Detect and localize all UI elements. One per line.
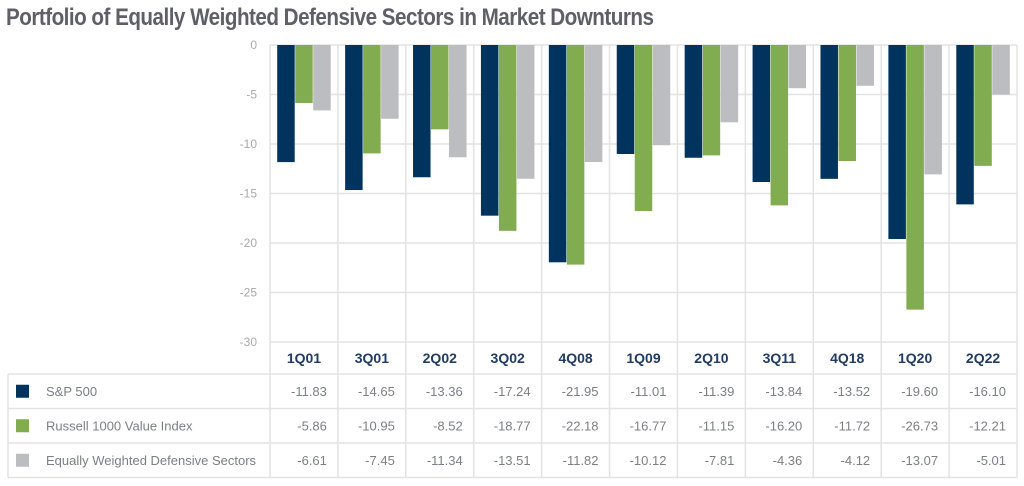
bar-equally-weighted-defensive-sectors: [992, 45, 1010, 95]
y-tick-label: -10: [240, 137, 258, 151]
bar-equally-weighted-defensive-sectors: [924, 45, 942, 175]
table-cell: -14.65: [358, 384, 395, 399]
bar-equally-weighted-defensive-sectors: [720, 45, 739, 123]
bar-s-p-500: [548, 45, 567, 263]
table-cell: -4.36: [773, 453, 803, 468]
data-table: S&P 500 -11.83 -14.65 -13.36 -17.24 -21.95 -11…: [16, 384, 1006, 468]
bar-equally-weighted-defensive-sectors: [516, 45, 535, 179]
y-tick-label: -5: [246, 88, 257, 102]
bar-s-p-500: [277, 45, 295, 163]
table-cell: -7.45: [365, 453, 395, 468]
bar-equally-weighted-defensive-sectors: [449, 45, 467, 158]
table-cell: -5.86: [297, 418, 327, 433]
x-category-label: 3Q02: [491, 350, 525, 366]
x-category-label: 2Q22: [966, 350, 1000, 366]
table-cell: -11.82: [563, 453, 599, 468]
legend-swatch: [16, 419, 29, 433]
legend-label: Russell 1000 Value Index: [46, 418, 193, 433]
table-cell: -13.36: [426, 384, 463, 399]
x-category-label: 3Q01: [355, 350, 389, 366]
x-category-label: 1Q09: [626, 350, 660, 366]
table-cell: -12.21: [969, 418, 1006, 433]
x-category-label: 2Q02: [423, 350, 457, 366]
y-tick-label: -20: [240, 236, 258, 250]
bar-russell-1000-value-index: [431, 45, 449, 130]
bar-equally-weighted-defensive-sectors: [788, 45, 807, 89]
y-tick-label: -15: [240, 187, 258, 201]
bar-russell-1000-value-index: [702, 45, 721, 156]
bar-russell-1000-value-index: [634, 45, 653, 212]
table-cell: -5.01: [976, 453, 1006, 468]
bar-s-p-500: [345, 45, 363, 191]
bar-s-p-500: [684, 45, 703, 158]
chart-title: Portfolio of Equally Weighted Defensive …: [6, 4, 654, 31]
table-cell: -21.95: [562, 384, 599, 399]
table-cell: -13.07: [901, 453, 938, 468]
table-cell: -11.72: [834, 418, 870, 433]
table-cell: -11.39: [698, 384, 734, 399]
x-category-label: 1Q01: [287, 350, 321, 366]
table-cell: -13.51: [494, 453, 531, 468]
table-cell: -16.77: [630, 418, 667, 433]
table-cell: -13.84: [765, 384, 802, 399]
bar-equally-weighted-defensive-sectors: [652, 45, 671, 146]
x-category-label: 1Q20: [898, 350, 932, 366]
table-cell: -7.81: [705, 453, 735, 468]
x-category-label: 4Q08: [558, 350, 592, 366]
table-cell: -17.24: [494, 384, 531, 399]
bar-s-p-500: [820, 45, 838, 179]
table-cell: -11.15: [698, 418, 734, 433]
x-category-label: 3Q11: [763, 350, 797, 366]
table-cell: -16.10: [969, 384, 1006, 399]
legend-label: Equally Weighted Defensive Sectors: [46, 453, 257, 468]
bar-equally-weighted-defensive-sectors: [381, 45, 399, 119]
table-cell: -16.20: [765, 418, 802, 433]
y-tick-label: -25: [240, 286, 258, 300]
legend-swatch: [16, 453, 29, 467]
bar-russell-1000-value-index: [498, 45, 517, 231]
table-cell: -6.61: [297, 453, 327, 468]
bar-s-p-500: [956, 45, 974, 205]
table-cell: -18.77: [494, 418, 531, 433]
bar-russell-1000-value-index: [974, 45, 992, 166]
bar-russell-1000-value-index: [838, 45, 856, 162]
bar-equally-weighted-defensive-sectors: [313, 45, 331, 111]
y-tick-label: 0: [250, 38, 257, 52]
bar-russell-1000-value-index: [363, 45, 381, 154]
x-category-label: 4Q18: [830, 350, 864, 366]
bar-russell-1000-value-index: [906, 45, 924, 310]
bar-s-p-500: [480, 45, 499, 216]
table-cell: -11.83: [291, 384, 327, 399]
table-cell: -8.52: [433, 418, 463, 433]
legend-label: S&P 500: [46, 384, 97, 399]
bar-s-p-500: [888, 45, 906, 240]
legend-swatch: [16, 384, 29, 398]
bar-russell-1000-value-index: [770, 45, 789, 206]
table-cell: -26.73: [901, 418, 938, 433]
bar-russell-1000-value-index: [295, 45, 313, 104]
table-cell: -13.52: [833, 384, 870, 399]
y-tick-label: -30: [240, 335, 258, 349]
bar-s-p-500: [413, 45, 431, 178]
table-cell: -11.01: [631, 384, 667, 399]
table-cell: -10.95: [358, 418, 395, 433]
bar-s-p-500: [752, 45, 771, 183]
table-cell: -11.34: [427, 453, 463, 468]
table-cell: -4.12: [841, 453, 871, 468]
y-axis: 0 -5 -10 -15 -20 -25 -30 1Q01 3Q01 2Q02 3Q02 4Q08 1Q…: [240, 38, 1001, 366]
gridlines: [7, 44, 1018, 479]
bars: [277, 45, 1010, 310]
bar-equally-weighted-defensive-sectors: [856, 45, 874, 86]
table-cell: -22.18: [562, 418, 599, 433]
table-cell: -19.60: [901, 384, 938, 399]
table-cell: -10.12: [630, 453, 667, 468]
bar-s-p-500: [616, 45, 635, 154]
x-category-label: 2Q10: [694, 350, 728, 366]
bar-equally-weighted-defensive-sectors: [584, 45, 603, 163]
bar-russell-1000-value-index: [566, 45, 585, 265]
